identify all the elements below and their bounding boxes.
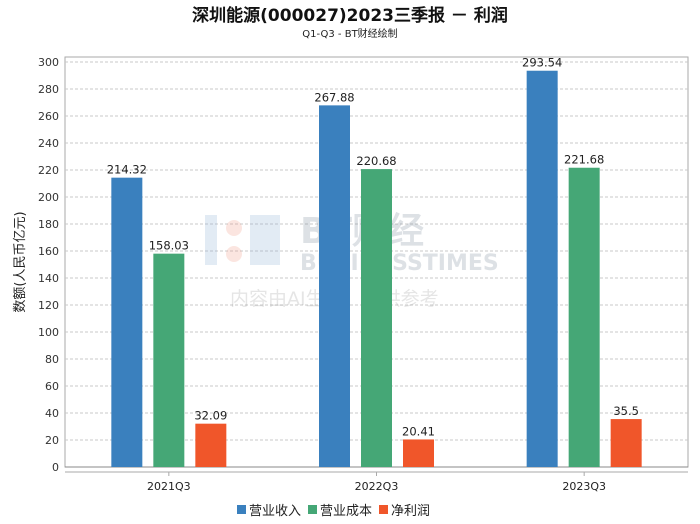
y-tick-label: 140 [38,272,59,285]
bar-营业收入-2023Q3 [526,70,558,467]
y-tick-label: 120 [38,299,59,312]
data-label: 214.32 [107,163,147,177]
bar-营业收入-2021Q3 [111,177,143,467]
bar-营业成本-2022Q3 [361,169,392,467]
x-tick-label: 2021Q3 [147,480,191,493]
y-tick-label: 280 [38,83,59,96]
data-label: 32.09 [194,409,227,423]
bar-净利润-2022Q3 [403,439,434,467]
y-tick-label: 200 [38,191,59,204]
y-tick-label: 40 [45,407,59,420]
legend-label: 营业收入 [249,504,301,519]
y-tick-label: 300 [38,56,59,69]
y-tick-label: 220 [38,164,59,177]
chart-subtitle: Q1-Q3 - BT财经绘制 [302,27,397,40]
y-axis-label: 数额(人民币亿元) [13,211,28,312]
data-label: 220.68 [356,154,396,168]
y-tick-label: 180 [38,218,59,231]
y-tick-label: 80 [45,353,59,366]
legend-label: 营业成本 [320,504,372,519]
data-label: 35.5 [613,404,639,418]
watermark: BT财经 BUSINESSTIMES 内容由AI生成，仅供参考 [205,211,499,310]
y-tick-label: 240 [38,137,59,150]
data-label: 293.54 [522,56,562,70]
data-label: 158.03 [149,239,189,253]
x-tick-label: 2023Q3 [562,480,606,493]
data-label: 221.68 [564,153,604,167]
data-label: 20.41 [402,424,435,438]
y-tick-label: 160 [38,245,59,258]
data-label: 267.88 [314,90,354,104]
bar-营业成本-2023Q3 [568,167,600,467]
bar-营业成本-2021Q3 [153,253,185,467]
legend-swatch [237,505,246,514]
y-tick-label: 260 [38,110,59,123]
x-tick-label: 2022Q3 [355,480,399,493]
legend-swatch [308,505,317,514]
legend-swatch [379,505,388,514]
legend: 营业收入 营业成本 净利润 [237,504,430,519]
bar-净利润-2021Q3 [195,423,227,467]
y-tick-label: 60 [45,380,59,393]
y-tick-label: 20 [45,434,59,447]
y-tick-label: 100 [38,326,59,339]
bar-净利润-2023Q3 [610,419,642,467]
y-tick-label: 0 [52,461,59,474]
legend-label: 净利润 [391,504,430,519]
chart-title: 深圳能源(000027)2023三季报 － 利润 [192,5,508,26]
bar-营业收入-2022Q3 [319,105,350,467]
